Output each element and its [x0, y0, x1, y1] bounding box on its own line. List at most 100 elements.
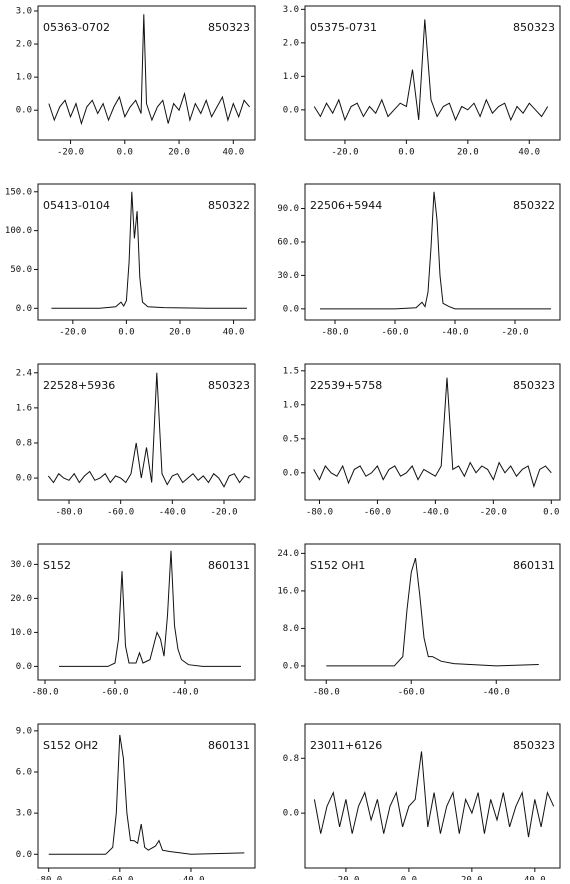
- panel-frame: [304, 723, 561, 869]
- y-tick-label: 0.0: [283, 661, 299, 671]
- y-tick-label: 1.5: [283, 366, 299, 376]
- y-tick-label: 0.0: [16, 304, 32, 314]
- x-tick-label: -40.0: [171, 688, 198, 698]
- y-tick-label: 6.0: [16, 768, 32, 778]
- source-label: S152: [43, 559, 71, 572]
- panel-frame: [37, 5, 256, 141]
- y-tick-label: 2.4: [16, 368, 32, 378]
- y-tick-label: 3.0: [16, 6, 32, 16]
- y-tick-label: 0.8: [16, 438, 32, 448]
- spectrum-line: [51, 191, 247, 309]
- x-tick-label: 40.0: [524, 876, 546, 881]
- x-tick-label: 0.0: [398, 148, 414, 158]
- date-label: 850323: [513, 739, 555, 752]
- y-tick-label: 30.0: [277, 271, 299, 281]
- y-tick-label: 0.0: [16, 850, 32, 860]
- x-tick-label: 0.0: [118, 328, 134, 338]
- source-label: 23011+6126: [310, 739, 382, 752]
- y-tick-label: 0.0: [16, 106, 32, 116]
- y-tick-label: 1.0: [283, 400, 299, 410]
- date-label: 860131: [513, 559, 555, 572]
- x-tick-label: 40.0: [223, 328, 245, 338]
- x-tick-label: -20.0: [332, 876, 359, 881]
- y-tick-label: 8.0: [283, 624, 299, 634]
- spectrum-line: [313, 751, 555, 838]
- x-tick-label: -40.0: [483, 688, 510, 698]
- x-tick-label: 0.0: [401, 876, 417, 881]
- spectrum-line: [48, 734, 245, 855]
- x-tick-label: -60.0: [107, 508, 134, 518]
- x-tick-label: -20.0: [210, 508, 237, 518]
- x-tick-label: -20.0: [59, 328, 86, 338]
- x-tick-label: -60.0: [101, 688, 128, 698]
- x-tick-label: -20.0: [331, 148, 358, 158]
- y-tick-label: 24.0: [277, 549, 299, 559]
- y-tick-label: 0.0: [283, 809, 299, 819]
- y-tick-label: 150.0: [5, 187, 32, 197]
- y-tick-label: 1.6: [16, 403, 32, 413]
- y-tick-label: 2.0: [283, 38, 299, 48]
- x-tick-label: 20.0: [169, 328, 191, 338]
- y-tick-label: 0.0: [283, 468, 299, 478]
- panel-frame: [304, 363, 561, 501]
- y-tick-label: 50.0: [10, 265, 32, 275]
- x-tick-label: -40.0: [441, 328, 468, 338]
- spectrum-line: [48, 14, 250, 126]
- x-tick-label: -60.0: [364, 508, 391, 518]
- x-tick-label: -40.0: [177, 876, 204, 881]
- date-label: 850322: [513, 199, 555, 212]
- panel-frame: [37, 183, 256, 321]
- x-tick-label: -80.0: [306, 508, 333, 518]
- source-label: S152 OH1: [310, 559, 365, 572]
- panel-frame: [304, 183, 561, 321]
- y-tick-label: 30.0: [10, 560, 32, 570]
- x-tick-label: 20.0: [168, 148, 190, 158]
- spectrum-line: [313, 377, 552, 489]
- x-tick-label: -60.0: [381, 328, 408, 338]
- y-tick-label: 20.0: [10, 594, 32, 604]
- source-label: 22539+5758: [310, 379, 382, 392]
- source-label: 05375-0731: [310, 21, 377, 34]
- y-tick-label: 9.0: [16, 726, 32, 736]
- source-label: 22506+5944: [310, 199, 382, 212]
- y-tick-label: 0.0: [283, 304, 299, 314]
- x-tick-label: -80.0: [313, 688, 340, 698]
- source-label: S152 OH2: [43, 739, 98, 752]
- spectrum-line: [326, 557, 539, 667]
- x-tick-label: 0.0: [117, 148, 133, 158]
- date-label: 860131: [208, 559, 250, 572]
- panel-frame: [304, 543, 561, 681]
- date-label: 850323: [208, 379, 250, 392]
- y-tick-label: 3.0: [16, 809, 32, 819]
- x-tick-label: -20.0: [480, 508, 507, 518]
- y-tick-label: 10.0: [10, 628, 32, 638]
- spectrum-line: [47, 372, 250, 488]
- source-label: 22528+5936: [43, 379, 115, 392]
- x-tick-label: 40.0: [222, 148, 244, 158]
- y-tick-label: 90.0: [277, 204, 299, 214]
- x-tick-label: -60.0: [106, 876, 133, 881]
- x-tick-label: -80.0: [31, 688, 58, 698]
- spectrum-line: [320, 191, 551, 310]
- x-tick-label: -40.0: [159, 508, 186, 518]
- y-tick-label: 0.5: [283, 434, 299, 444]
- x-tick-label: 40.0: [518, 148, 540, 158]
- y-tick-label: 0.0: [283, 105, 299, 115]
- panel-frame: [37, 543, 256, 681]
- x-tick-label: -80.0: [55, 508, 82, 518]
- x-tick-label: -20.0: [57, 148, 84, 158]
- source-label: 05363-0702: [43, 21, 110, 34]
- y-tick-label: 1.0: [16, 73, 32, 83]
- y-tick-label: 2.0: [16, 40, 32, 50]
- x-tick-label: -80.0: [35, 876, 62, 881]
- x-tick-label: 20.0: [457, 148, 479, 158]
- y-tick-label: 100.0: [5, 226, 32, 236]
- spectrum-line: [313, 19, 549, 122]
- x-tick-label: -80.0: [321, 328, 348, 338]
- y-tick-label: 3.0: [283, 5, 299, 15]
- y-tick-label: 16.0: [277, 586, 299, 596]
- x-tick-label: -40.0: [422, 508, 449, 518]
- source-label: 05413-0104: [43, 199, 110, 212]
